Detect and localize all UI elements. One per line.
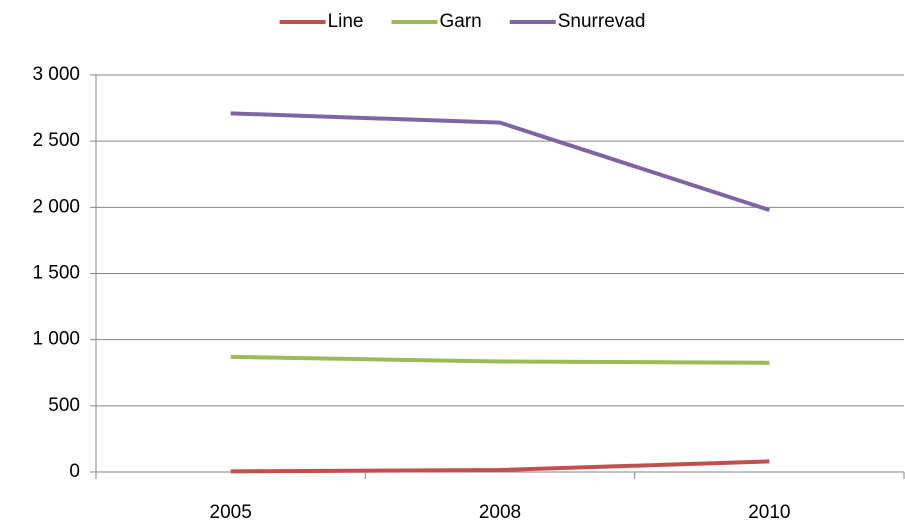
y-tick-label: 1 000 [32,329,80,350]
legend-label: Line [328,11,364,32]
series-line [230,459,770,474]
legend-label: Garn [440,11,482,32]
y-tick-label: 1 500 [32,263,80,284]
legend-label: Snurrevad [558,11,646,32]
x-tick-label: 2010 [748,502,790,523]
y-tick-label: 2 500 [32,130,80,151]
x-tick-label: 2005 [210,502,252,523]
y-tick-label: 0 [69,461,80,482]
y-tick-label: 3 000 [32,64,80,85]
x-tick-label: 2008 [479,502,521,523]
series-line [230,354,770,365]
y-tick-label: 2 000 [32,196,80,217]
series-line [230,111,770,212]
y-tick-label: 500 [48,395,80,416]
